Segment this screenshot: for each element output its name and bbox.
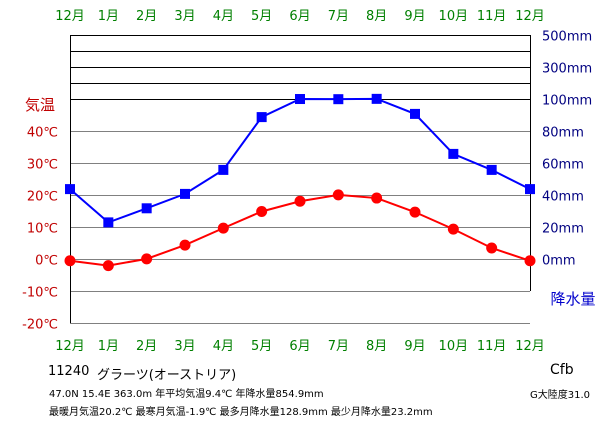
- precipitation-point: [333, 94, 344, 105]
- temperature-point: [179, 239, 191, 251]
- temperature-point: [64, 255, 76, 267]
- month-label: 10月: [439, 339, 469, 354]
- month-label: 3月: [174, 339, 195, 354]
- precipitation-point: [256, 112, 267, 123]
- month-label: 4月: [213, 9, 234, 24]
- temperature-tick-label: 30℃: [27, 158, 58, 173]
- temperature-tick-label: 10℃: [27, 222, 58, 237]
- month-label: 7月: [328, 9, 349, 24]
- month-label: 8月: [366, 339, 387, 354]
- temperature-axis-label: 気温: [25, 96, 55, 114]
- station-stats-line1: 47.0N 15.4E 363.0m 年平均気温9.4℃ 年降水量854.9mm: [49, 389, 324, 400]
- precipitation-series: [65, 93, 535, 228]
- temperature-point: [486, 242, 498, 254]
- month-label: 12月: [515, 339, 545, 354]
- temperature-point: [141, 253, 153, 265]
- month-label: 12月: [55, 339, 85, 354]
- month-label: 5月: [251, 9, 272, 24]
- precipitation-tick-label: 100mm: [542, 94, 592, 109]
- month-label: 10月: [439, 9, 469, 24]
- temperature-point: [332, 189, 344, 201]
- month-label: 5月: [251, 339, 272, 354]
- precipitation-tick-label: 80mm: [542, 126, 584, 141]
- station-id: 11240: [48, 364, 90, 379]
- temperature-series: [64, 189, 536, 272]
- precipitation-point: [180, 188, 190, 199]
- temperature-point: [371, 192, 383, 204]
- month-label: 7月: [328, 339, 349, 354]
- temperature-point: [409, 206, 421, 218]
- precipitation-tick-label: 20mm: [542, 222, 584, 237]
- month-label: 1月: [98, 339, 119, 354]
- climate-class: Cfb: [550, 362, 574, 378]
- top-month-labels: 12月 1月 2月 3月 4月 5月 6月 7月 8月 9月 10月 11月 12月: [55, 9, 545, 24]
- precipitation-point: [486, 164, 497, 175]
- temperature-point: [294, 195, 306, 207]
- continentality: G大陸度31.0: [530, 390, 591, 401]
- precipitation-point: [295, 94, 305, 105]
- month-label: 3月: [174, 9, 195, 24]
- temperature-point: [447, 223, 459, 235]
- temperature-point: [524, 255, 536, 267]
- month-label: 2月: [136, 339, 157, 354]
- precipitation-axis-label: 降水量: [550, 290, 595, 308]
- grid-lines: [70, 35, 531, 324]
- precipitation-tick-labels: 500mm 300mm 100mm 80mm 60mm 40mm 20mm 0mm: [542, 30, 592, 269]
- temperature-point: [102, 260, 114, 272]
- station-name: グラーツ(オーストリア): [97, 368, 237, 383]
- precipitation-tick-label: 300mm: [542, 62, 592, 77]
- precipitation-tick-label: 500mm: [542, 30, 592, 45]
- month-label: 4月: [213, 339, 234, 354]
- month-label: 6月: [289, 9, 310, 24]
- month-label: 11月: [477, 9, 507, 24]
- temperature-tick-labels: 40℃ 30℃ 20℃ 10℃ 0℃ -10℃ -20℃: [22, 126, 58, 333]
- month-label: 9月: [404, 339, 425, 354]
- precipitation-tick-label: 40mm: [542, 190, 584, 205]
- month-label: 1月: [98, 9, 119, 24]
- precipitation-point: [525, 184, 535, 195]
- precipitation-point: [448, 148, 459, 159]
- month-label: 12月: [515, 9, 545, 24]
- precipitation-point: [65, 184, 75, 195]
- precipitation-point: [218, 164, 229, 175]
- month-label: 12月: [55, 9, 85, 24]
- temperature-point: [256, 206, 268, 217]
- precipitation-tick-label: 60mm: [542, 158, 584, 173]
- temperature-tick-label: -10℃: [22, 286, 58, 301]
- temperature-tick-label: 40℃: [27, 126, 58, 141]
- month-label: 8月: [366, 9, 387, 24]
- month-label: 11月: [477, 339, 507, 354]
- temperature-tick-label: 20℃: [27, 190, 58, 205]
- month-label: 6月: [289, 339, 310, 354]
- precipitation-point: [141, 203, 152, 214]
- month-label: 9月: [404, 9, 425, 24]
- month-label: 2月: [136, 9, 157, 24]
- precipitation-point: [103, 217, 114, 228]
- bottom-month-labels: 12月 1月 2月 3月 4月 5月 6月 7月 8月 9月 10月 11月 12月: [55, 339, 545, 354]
- station-stats-line2: 最暖月気温20.2℃ 最寒月気温-1.9℃ 最多月降水量128.9mm 最少月降…: [49, 407, 433, 418]
- precipitation-tick-label: 0mm: [542, 254, 576, 269]
- precipitation-point: [410, 108, 420, 119]
- temperature-point: [217, 222, 229, 234]
- precipitation-point: [371, 93, 382, 104]
- temperature-tick-label: 0℃: [35, 254, 58, 269]
- temperature-tick-label: -20℃: [22, 318, 58, 333]
